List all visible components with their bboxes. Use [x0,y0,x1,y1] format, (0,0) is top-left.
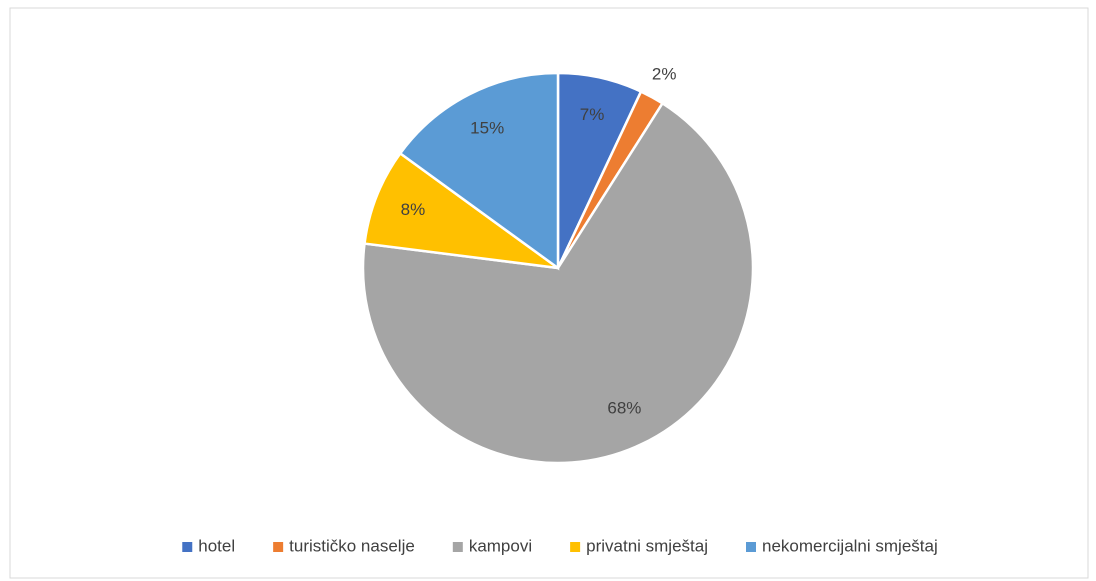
pie-slice [361,101,755,465]
legend-label: turističko naselje [289,536,415,555]
legend-label: privatni smještaj [586,536,708,555]
pie-slice [363,151,559,270]
data-label: 15% [470,118,504,137]
data-label: 68% [607,399,641,418]
data-label: 7% [580,105,605,124]
legend-marker [182,542,193,552]
legend-marker [452,542,463,552]
legend-label: nekomercijalni smještaj [762,536,938,555]
data-label: 8% [401,200,426,219]
legend-label: hotel [198,536,235,555]
legend-label: kampovi [469,536,532,555]
legend-marker [273,542,284,552]
pie-slice [398,71,560,271]
legend-marker [746,542,756,552]
data-label: 2% [652,64,677,83]
legend-marker [570,542,581,552]
